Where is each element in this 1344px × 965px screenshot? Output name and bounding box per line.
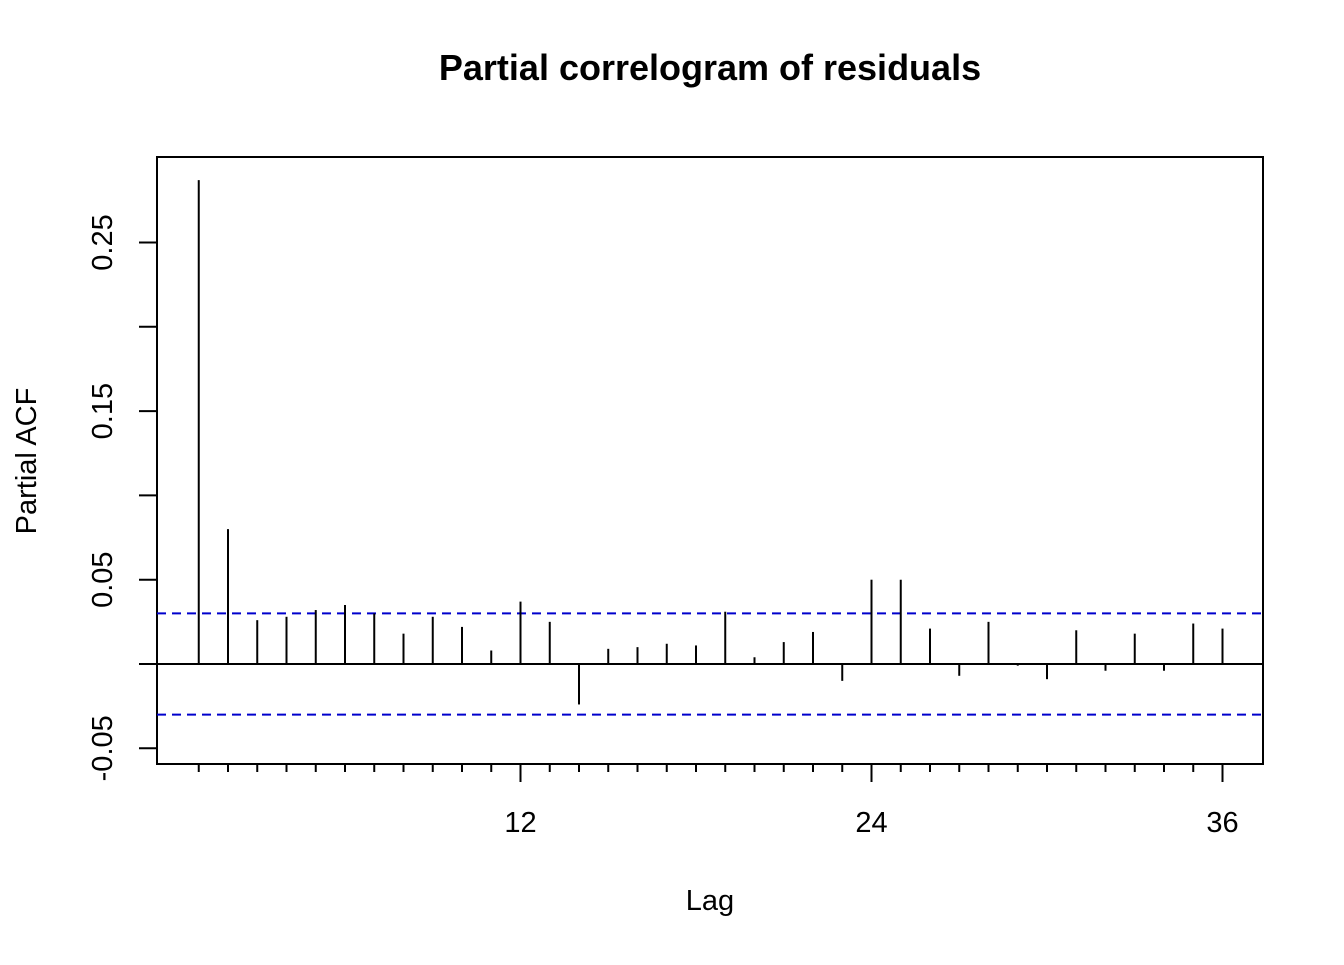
confidence-bounds [157,612,1263,716]
y-tick-label: 0.05 [87,551,119,607]
chart-title: Partial correlogram of residuals [439,47,981,88]
x-axis: 12 24 36 [197,764,1239,839]
y-tick-label: 0.15 [87,383,119,439]
x-tick-label: 36 [1206,807,1238,839]
pacf-bars [197,180,1224,705]
x-tick-label: 24 [855,807,887,839]
y-tick-label: -0.05 [87,715,119,781]
y-axis: -0.05 0.05 0.15 0.25 [87,214,157,781]
x-tick-label: 12 [504,807,536,839]
y-axis-label: Partial ACF [11,388,43,535]
x-axis-label: Lag [686,885,734,917]
plot-frame [156,156,1264,765]
y-tick-label: 0.25 [87,214,119,270]
